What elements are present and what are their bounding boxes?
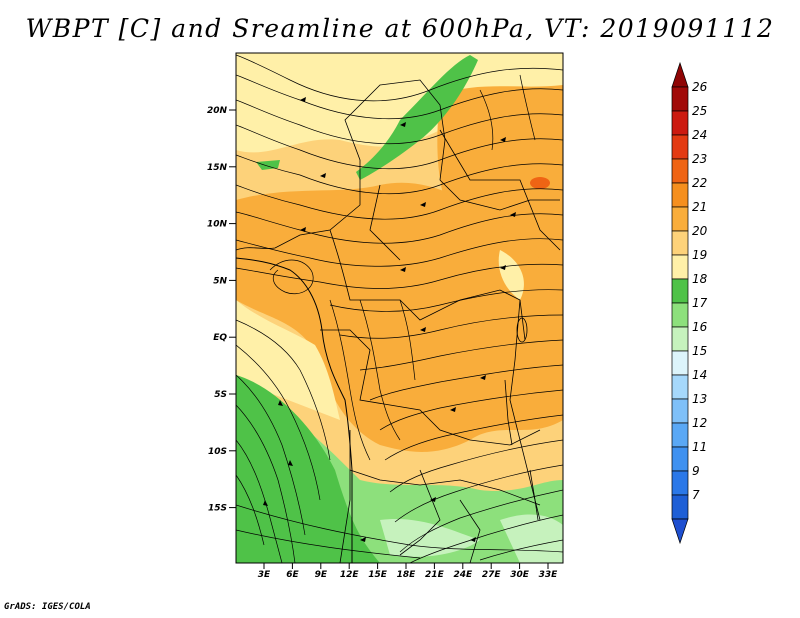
colorbar-top-arrow [671,61,689,88]
colorbar-label: 20 [692,224,708,238]
lon-tick-label: 3E [258,570,271,580]
longitude-axis: 3E 6E 9E 12E 15E 18E 21E 24E 27E 30E 33E [258,563,558,580]
colorbar-label: 18 [692,272,708,286]
map-frame [235,52,564,564]
field-central-orange [236,182,563,452]
colorbar-label: 26 [692,80,708,94]
stream-arrows [263,97,516,542]
colorbar-segment [671,470,689,496]
colorbar-label: 17 [692,296,708,310]
colorbar-bottom-arrow [671,518,689,545]
country-borders [236,79,561,563]
colorbar-segment [671,446,689,472]
colorbar-segment [671,158,689,184]
lon-tick-label: 9E [315,570,328,580]
lat-tick-label: 15N [207,163,228,173]
lat-tick-label: 20N [207,106,228,116]
chart-title: WBPT [C] and Sreamline at 600hPa, VT: 20… [25,14,775,43]
lat-tick-label: 10N [207,220,228,230]
colorbar-label: 9 [692,464,700,478]
lake-malawi [529,469,539,521]
colorbar-label: 11 [692,440,707,454]
colorbar-label: 14 [692,368,707,382]
colorbar-segment [671,230,689,256]
lon-tick-label: 21E [425,570,445,580]
field-nw-green [256,160,280,170]
colorbar-label: 13 [692,392,707,406]
colorbar-label: 24 [692,128,707,142]
colorbar-label: 23 [692,152,707,166]
lat-tick-label: 5N [213,276,227,286]
colorbar-segment [671,86,689,112]
credit-label: GrADS: IGES/COLA [4,602,91,612]
lon-tick-label: 24E [453,570,473,580]
colorbar-segment [671,350,689,376]
lon-tick-label: 27E [482,570,502,580]
colorbar-segment [671,302,689,328]
latitude-axis: 20N 15N 10N 5N EQ 5S 10S 15S [207,106,236,514]
colorbar-label: 19 [692,248,707,262]
lon-tick-label: 12E [340,570,360,580]
lake-victoria [516,317,528,343]
colorbar-segment [671,254,689,280]
colorbar-segment [671,326,689,352]
colorbar-segment [671,206,689,232]
colorbar-label: 7 [692,488,700,502]
lon-tick-label: 15E [368,570,388,580]
colorbar-segment [671,110,689,136]
colorbar-segment [671,422,689,448]
lat-tick-label: EQ [213,333,227,343]
field-sw-green [236,375,380,563]
colorbar-label: 16 [692,320,708,334]
colorbar-label: 21 [692,200,707,214]
lat-tick-label: 5S [214,390,227,400]
lon-tick-label: 33E [539,570,559,580]
wbpt-field [236,53,563,563]
lat-tick-label: 15S [208,504,227,514]
colorbar-segment [671,494,689,520]
colorbar-label: 15 [692,344,707,358]
streamlines [236,54,563,563]
lat-tick-label: 10S [208,447,227,457]
colorbar-segment [671,182,689,208]
lake-tanganyika [504,379,513,446]
colorbar-segment [671,134,689,160]
colorbar-label: 12 [692,416,707,430]
lon-tick-label: 30E [510,570,530,580]
colorbar-label: 25 [692,104,707,118]
lon-tick-label: 6E [286,570,299,580]
colorbar-segment [671,398,689,424]
field-east-pale [498,250,524,300]
colorbar: 26 25 24 23 22 21 20 19 18 17 16 15 14 13 12 11 9 7 [671,61,708,545]
field-hot-spot [530,177,550,189]
colorbar-segment [671,278,689,304]
colorbar-segment [671,374,689,400]
coastline [236,257,353,563]
field-north-pale [236,53,563,153]
field-north-green [356,55,478,180]
lon-tick-label: 18E [397,570,417,580]
colorbar-label: 22 [692,176,707,190]
